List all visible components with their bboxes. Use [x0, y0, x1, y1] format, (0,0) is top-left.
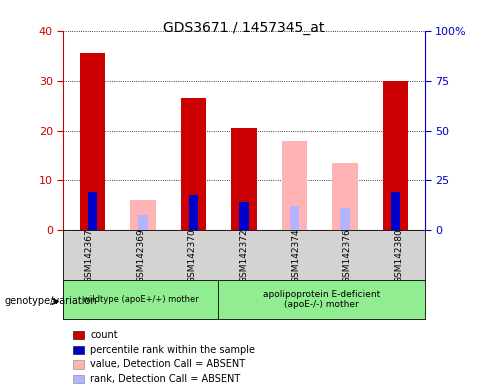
Bar — [139, 215, 147, 230]
Text: GDS3671 / 1457345_at: GDS3671 / 1457345_at — [163, 21, 325, 35]
Text: GSM142380: GSM142380 — [394, 228, 403, 283]
Text: GSM142370: GSM142370 — [188, 228, 197, 283]
Bar — [231, 128, 257, 230]
Text: genotype/variation: genotype/variation — [5, 296, 98, 306]
Bar — [332, 163, 358, 230]
Text: rank, Detection Call = ABSENT: rank, Detection Call = ABSENT — [90, 374, 241, 384]
Text: GSM142369: GSM142369 — [136, 228, 145, 283]
Bar — [181, 98, 206, 230]
Text: percentile rank within the sample: percentile rank within the sample — [90, 345, 255, 355]
Bar — [189, 195, 198, 230]
Bar — [240, 202, 248, 230]
Text: apolipoprotein E-deficient
(apoE-/-) mother: apolipoprotein E-deficient (apoE-/-) mot… — [263, 290, 380, 309]
Bar — [282, 141, 307, 230]
Text: value, Detection Call = ABSENT: value, Detection Call = ABSENT — [90, 359, 245, 369]
Bar — [383, 81, 408, 230]
Text: wildtype (apoE+/+) mother: wildtype (apoE+/+) mother — [83, 295, 199, 304]
Text: GSM142372: GSM142372 — [240, 228, 248, 283]
Bar — [80, 53, 105, 230]
Bar — [341, 209, 349, 230]
Bar — [88, 192, 97, 230]
Bar — [130, 200, 156, 230]
Text: GSM142374: GSM142374 — [291, 228, 300, 283]
Bar — [290, 207, 299, 230]
Text: GSM142376: GSM142376 — [343, 228, 352, 283]
Text: count: count — [90, 330, 118, 340]
Bar — [391, 192, 400, 230]
Text: GSM142367: GSM142367 — [85, 228, 94, 283]
